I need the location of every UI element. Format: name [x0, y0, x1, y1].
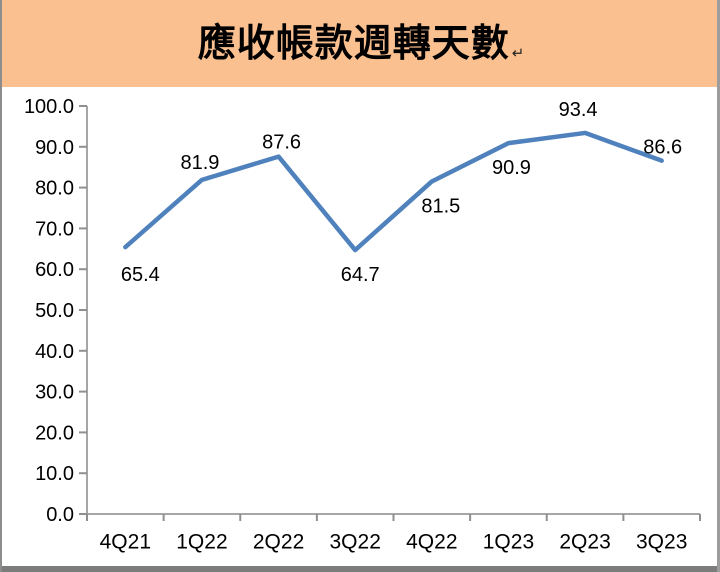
y-axis-tick-label: 60.0: [35, 259, 74, 281]
x-axis-category-label: 4Q21: [100, 530, 151, 553]
x-axis-category-label: 4Q22: [406, 530, 457, 553]
chart-title-banner: 應收帳款週轉天數 ↵: [2, 0, 717, 87]
y-axis-tick-label: 50.0: [35, 300, 74, 322]
x-axis-category-label: 3Q22: [330, 530, 381, 553]
x-axis-category-label: 3Q23: [636, 530, 687, 553]
data-label: 64.7: [341, 264, 380, 286]
data-label: 90.9: [492, 157, 531, 179]
y-axis-tick-label: 0.0: [46, 504, 74, 526]
data-label: 81.5: [421, 195, 460, 217]
x-axis-category-label: 1Q23: [483, 530, 534, 553]
chart-area: 0.0 10.0 20.0 30.0 40.0 50.0 60.0 70.0 80.0 90.0 1…: [2, 87, 717, 566]
y-axis-tick-label: 100.0: [24, 96, 74, 118]
data-label: 86.6: [643, 137, 682, 159]
y-axis-tick-label: 20.0: [35, 422, 74, 444]
y-axis-tick-label: 30.0: [35, 382, 74, 404]
y-axis-tick-label: 40.0: [35, 341, 74, 363]
x-axis-category-label: 1Q22: [176, 530, 227, 553]
data-label: 81.9: [180, 152, 219, 174]
y-axis-tick-label: 90.0: [35, 137, 74, 159]
x-axis-category-label: 2Q22: [253, 530, 304, 553]
paragraph-mark-icon: ↵: [511, 44, 525, 62]
y-axis-tick-label: 10.0: [35, 463, 74, 485]
chart-title: 應收帳款週轉天數: [197, 22, 510, 65]
y-axis-tick-label: 70.0: [35, 218, 74, 240]
series-line: [123, 130, 664, 253]
bottom-edge-bar: [2, 566, 717, 572]
line-chart: 0.0 10.0 20.0 30.0 40.0 50.0 60.0 70.0 80.0 90.0 1…: [24, 96, 701, 553]
data-label: 93.4: [559, 99, 598, 121]
y-axis-tick-label: 80.0: [35, 178, 74, 200]
data-label: 65.4: [121, 264, 160, 286]
data-label: 87.6: [262, 132, 301, 154]
x-axis-category-label: 2Q23: [559, 530, 610, 553]
